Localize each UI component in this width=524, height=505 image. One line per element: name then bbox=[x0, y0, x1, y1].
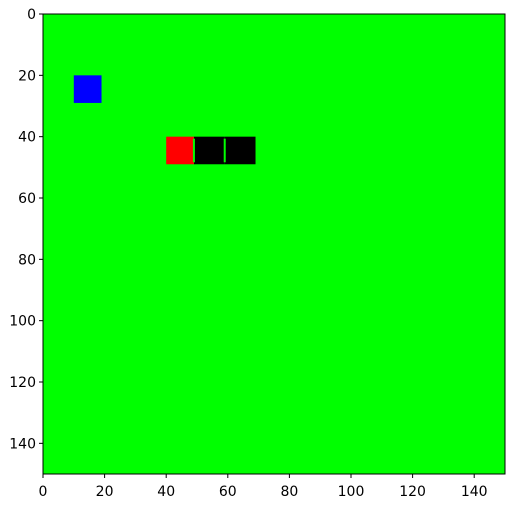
y-tick-label: 20 bbox=[18, 68, 36, 84]
snake-body-segment bbox=[224, 136, 256, 165]
snake-body-segment bbox=[193, 136, 225, 165]
y-tick-label: 140 bbox=[9, 436, 36, 452]
snake-segment-divider bbox=[223, 138, 226, 163]
game-board bbox=[43, 14, 505, 474]
food-block bbox=[73, 75, 102, 103]
game-entities bbox=[73, 75, 256, 165]
x-tick-label: 100 bbox=[338, 484, 365, 500]
y-tick-label: 120 bbox=[9, 375, 36, 391]
x-axis: 0 20 40 60 80 100 120 140 bbox=[39, 474, 488, 500]
y-tick-label: 100 bbox=[9, 314, 36, 330]
plot-area bbox=[42, 13, 506, 475]
snake-head bbox=[166, 136, 194, 165]
y-tick-label: 40 bbox=[18, 130, 36, 146]
y-tick-label: 80 bbox=[18, 252, 36, 268]
plot-frame bbox=[42, 13, 506, 475]
x-tick-label: 140 bbox=[461, 484, 488, 500]
y-tick-label: 60 bbox=[18, 191, 36, 207]
snake-segment-divider bbox=[192, 138, 195, 163]
x-tick-label: 20 bbox=[96, 484, 114, 500]
x-tick-label: 80 bbox=[280, 484, 298, 500]
x-tick-label: 0 bbox=[39, 484, 48, 500]
x-tick-label: 120 bbox=[399, 484, 426, 500]
x-tick-label: 40 bbox=[157, 484, 175, 500]
y-axis: 0 20 40 60 80 100 120 140 bbox=[9, 7, 43, 452]
y-tick-label: 0 bbox=[27, 7, 36, 23]
x-tick-label: 60 bbox=[219, 484, 237, 500]
